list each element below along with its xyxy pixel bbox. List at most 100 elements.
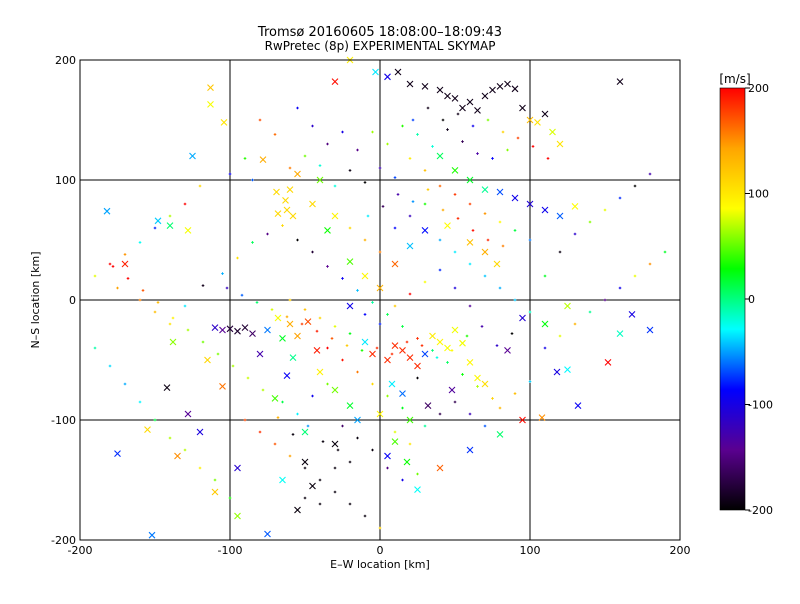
dot-point [435, 356, 439, 359]
dot-point [468, 412, 472, 416]
dot-point [408, 214, 412, 218]
cross-point [489, 86, 496, 94]
dot-point [108, 364, 112, 368]
dot-point [168, 436, 172, 440]
dot-point [333, 184, 337, 188]
dot-point [251, 178, 254, 182]
cross-point [361, 272, 369, 280]
dot-point [416, 337, 419, 340]
dot-point [441, 118, 445, 122]
dot-point [116, 286, 119, 290]
dot-point [513, 298, 517, 302]
dot-point [633, 184, 637, 188]
dot-point [446, 128, 449, 131]
dot-point [243, 418, 247, 422]
cross-point [496, 188, 504, 196]
dot-point [471, 124, 475, 128]
dot-point [93, 274, 97, 278]
dot-point [603, 298, 607, 302]
dot-point [333, 490, 337, 494]
dot-point [348, 332, 352, 335]
cross-point [481, 92, 489, 100]
cross-point [459, 104, 466, 112]
dot-point [588, 310, 592, 314]
dot-point [498, 406, 502, 410]
x-tick-label: -100 [218, 544, 243, 557]
dot-point [416, 376, 419, 380]
cross-point [519, 104, 526, 112]
cross-point [114, 450, 121, 457]
cross-point [282, 197, 289, 204]
dot-point [390, 352, 394, 356]
dot-point [288, 454, 292, 458]
cross-point [361, 338, 369, 346]
cross-point [481, 380, 489, 388]
dot-point [438, 412, 442, 416]
cross-point [331, 440, 339, 448]
cross-point [331, 78, 339, 85]
cross-point [436, 464, 444, 472]
dot-point [375, 346, 379, 350]
dot-point [483, 212, 487, 215]
dot-point [386, 394, 389, 398]
dot-point [411, 118, 415, 122]
cross-point [274, 210, 282, 217]
dot-point [401, 124, 404, 128]
cross-point [220, 119, 228, 126]
cross-point [346, 302, 354, 310]
dot-point [450, 349, 454, 352]
dot-point [573, 322, 577, 326]
dot-point [321, 440, 325, 443]
cross-point [271, 395, 279, 402]
dot-point [186, 328, 190, 332]
dot-point [356, 289, 359, 292]
dot-point [348, 169, 352, 172]
cross-point [294, 332, 301, 340]
dot-point [386, 313, 389, 316]
cross-point [256, 350, 264, 358]
dot-point [333, 325, 337, 328]
cross-point [304, 318, 312, 325]
dot-point [273, 133, 277, 136]
dot-point [618, 196, 622, 200]
dot-point [291, 433, 295, 436]
cross-point [391, 260, 399, 268]
dot-point [480, 325, 484, 328]
cross-point [174, 452, 181, 460]
y-tick-label: 0 [69, 294, 76, 307]
dot-point [348, 460, 352, 464]
dot-point [348, 502, 352, 506]
x-tick-label: -200 [68, 544, 93, 557]
dot-point [528, 380, 532, 383]
cross-point [211, 324, 219, 331]
cross-point [286, 186, 294, 193]
cross-point [571, 203, 579, 210]
dot-point [386, 466, 389, 470]
dot-point [513, 392, 517, 395]
dot-point [483, 274, 487, 278]
cross-point [324, 227, 331, 234]
cross-point [346, 258, 354, 265]
cross-point [466, 176, 474, 184]
dot-point [318, 316, 322, 320]
cross-point [219, 383, 226, 390]
cross-point [184, 227, 192, 234]
cross-point [406, 242, 414, 250]
dot-point [356, 370, 359, 374]
cross-point [384, 356, 391, 364]
cross-point [448, 386, 456, 394]
dot-point [123, 253, 127, 256]
dot-point [288, 298, 292, 302]
dot-point [183, 448, 187, 452]
dot-point [393, 304, 397, 308]
cross-point [294, 170, 301, 178]
dot-point [315, 329, 319, 333]
cross-point [541, 206, 549, 214]
dot-point [326, 265, 329, 268]
cross-point [207, 84, 214, 91]
dot-point [126, 277, 130, 280]
chart-title: Tromsø 20160605 18:08:00–18:09:43 [257, 25, 502, 40]
dot-point [168, 214, 172, 218]
dot-point [153, 418, 157, 422]
cross-point [556, 140, 564, 148]
